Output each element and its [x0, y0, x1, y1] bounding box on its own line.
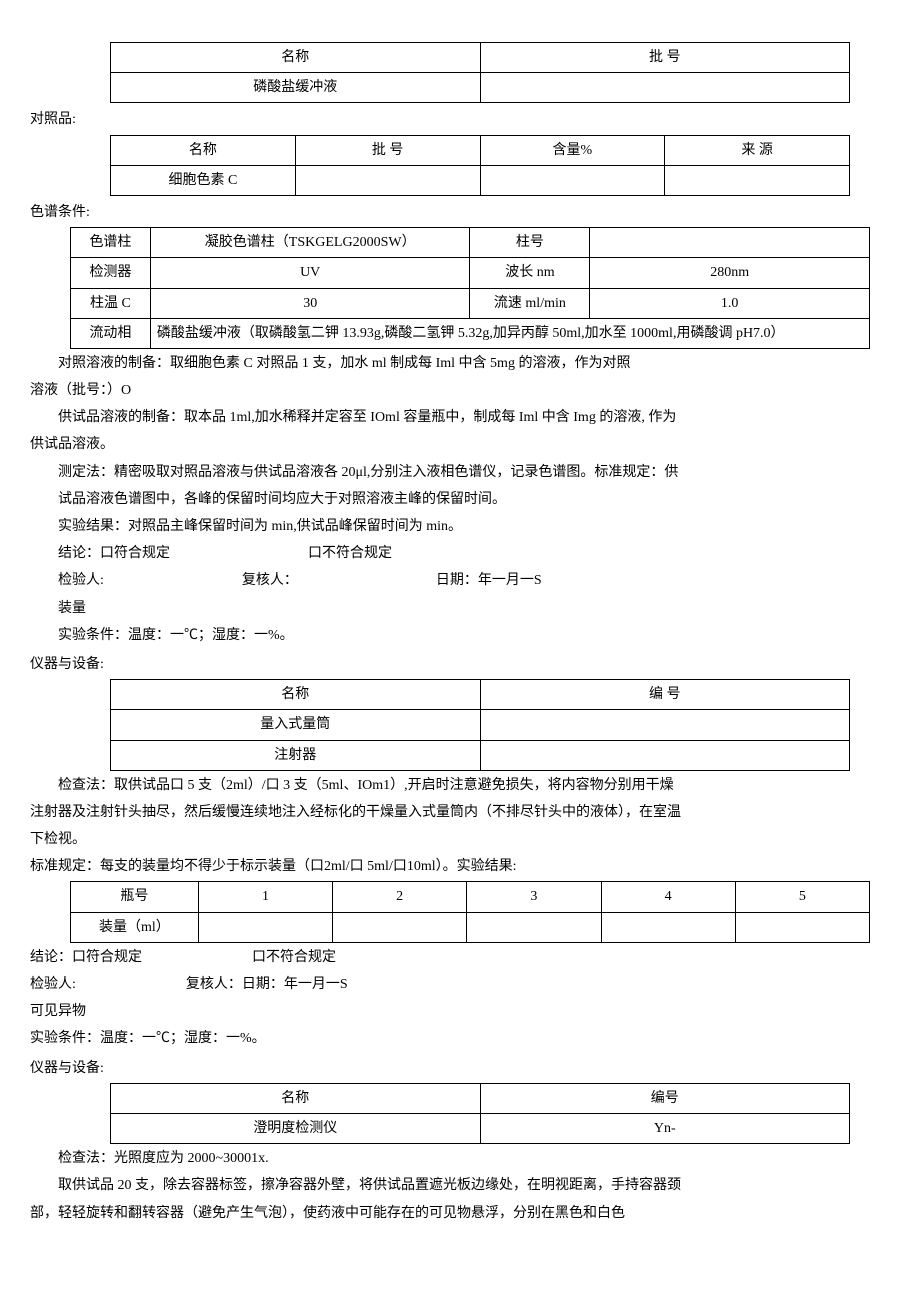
- table-cell: 色谱柱: [71, 228, 151, 258]
- table-cell: [467, 912, 601, 942]
- table-cell: 细胞色素 C: [111, 165, 296, 195]
- table-header: 名称: [111, 1083, 481, 1113]
- table-cell: 280nm: [590, 258, 870, 288]
- table-fill-results: 瓶号 1 2 3 4 5 装量（ml）: [70, 881, 870, 942]
- label-reference: 对照品:: [30, 107, 890, 132]
- table-header: 名称: [111, 43, 481, 73]
- table-cell: 检测器: [71, 258, 151, 288]
- conclusion-label: 口不符合规定: [252, 945, 336, 970]
- date-label: 日期：年一月一S: [408, 568, 542, 593]
- table-cell: [590, 228, 870, 258]
- conclusion-label: 结论：口符合规定: [30, 541, 170, 566]
- paragraph: 下检视。: [30, 827, 890, 852]
- reviewer-label: 复核人：: [214, 568, 298, 593]
- table-cell: [665, 165, 850, 195]
- exp-conditions: 实验条件：温度：一℃；湿度：一%。: [30, 623, 890, 648]
- paragraph: 对照溶液的制备：取细胞色素 C 对照品 1 支，加水 ml 制成每 Iml 中含…: [30, 351, 890, 376]
- table-header: 批 号: [480, 43, 850, 73]
- paragraph: 检查法：取供试品口 5 支（2ml）/口 3 支（5ml、IOm1）,开启时注意…: [30, 773, 890, 798]
- table-header: 编号: [480, 1083, 850, 1113]
- exp-conditions: 实验条件：温度：一℃；湿度：一%。: [30, 1026, 890, 1051]
- paragraph: 供试品溶液的制备：取本品 1ml,加水稀释并定容至 IOml 容量瓶中，制成每 …: [30, 405, 890, 430]
- table-header: 名称: [111, 680, 481, 710]
- table-cell: 流动相: [71, 318, 151, 348]
- table-header: 来 源: [665, 135, 850, 165]
- table-instruments-1: 名称 编 号 量入式量筒 注射器: [110, 679, 850, 771]
- table-header: 1: [198, 882, 332, 912]
- paragraph: 溶液（批号：）O: [30, 378, 890, 403]
- table-cell: [333, 912, 467, 942]
- table-header: 4: [601, 882, 735, 912]
- table-cell: 磷酸盐缓冲液（取磷酸氢二钾 13.93g,磷酸二氢钾 5.32g,加异丙醇 50…: [150, 318, 869, 348]
- table-cell: [480, 73, 850, 103]
- table-header: 编 号: [480, 680, 850, 710]
- table-header: 批 号: [295, 135, 480, 165]
- table-header: 2: [333, 882, 467, 912]
- paragraph: 试品溶液色谱图中，各峰的保留时间均应大于对照溶液主峰的保留时间。: [30, 487, 890, 512]
- table-instruments-2: 名称 编号 澄明度检测仪 Yn-: [110, 1083, 850, 1144]
- table-cell: Yn-: [480, 1113, 850, 1143]
- table-cell: [480, 740, 850, 770]
- table-cell: 30: [150, 288, 470, 318]
- table-cell: [735, 912, 869, 942]
- table-cell: 澄明度检测仪: [111, 1113, 481, 1143]
- conclusion-label: 结论：口符合规定: [30, 945, 142, 970]
- table-cell: [198, 912, 332, 942]
- table-chromatography: 色谱柱 凝胶色谱柱（TSKGELG2000SW） 柱号 检测器 UV 波长 nm…: [70, 227, 870, 349]
- table-cell: 装量（ml）: [71, 912, 199, 942]
- conclusion-label: 口不符合规定: [280, 541, 392, 566]
- inspector-label: 检验人:: [30, 568, 104, 593]
- table-cell: [480, 165, 665, 195]
- table-header: 5: [735, 882, 869, 912]
- visible-matter-label: 可见异物: [30, 999, 890, 1024]
- table-cell: [601, 912, 735, 942]
- paragraph: 检查法：光照度应为 2000~30001x.: [30, 1146, 890, 1171]
- table-cell: 流速 ml/min: [470, 288, 590, 318]
- paragraph: 部，轻轻旋转和翻转容器（避免产生气泡），使药液中可能存在的可见物悬浮，分别在黑色…: [30, 1201, 890, 1226]
- table-header: 名称: [111, 135, 296, 165]
- table-cell: 磷酸盐缓冲液: [111, 73, 481, 103]
- paragraph: 取供试品 20 支，除去容器标签，擦净容器外壁，将供试品置遮光板边缘处，在明视距…: [30, 1173, 890, 1198]
- label-instruments: 仪器与设备:: [30, 652, 890, 677]
- inspector-label: 检验人:: [30, 972, 76, 997]
- paragraph: 实验结果：对照品主峰保留时间为 min,供试品峰保留时间为 min。: [30, 514, 890, 539]
- table-cell: 量入式量筒: [111, 710, 481, 740]
- table-cell: [480, 710, 850, 740]
- table-buffer: 名称 批 号 磷酸盐缓冲液: [110, 42, 850, 103]
- paragraph: 测定法：精密吸取对照品溶液与供试品溶液各 20μl,分别注入液相色谱仪，记录色谱…: [30, 460, 890, 485]
- paragraph: 注射器及注射针头抽尽，然后缓慢连续地注入经标化的干燥量入式量筒内（不排尽针头中的…: [30, 800, 890, 825]
- label-instruments: 仪器与设备:: [30, 1056, 890, 1081]
- table-header: 含量%: [480, 135, 665, 165]
- label-chromatography: 色谱条件:: [30, 200, 890, 225]
- table-reference: 名称 批 号 含量% 来 源 细胞色素 C: [110, 135, 850, 196]
- table-cell: 波长 nm: [470, 258, 590, 288]
- reviewer-date-label: 复核人：日期：年一月一S: [186, 972, 348, 997]
- table-cell: [295, 165, 480, 195]
- paragraph: 标准规定：每支的装量均不得少于标示装量（口2ml/口 5ml/口10ml）。实验…: [30, 854, 890, 879]
- paragraph: 供试品溶液。: [30, 432, 890, 457]
- table-cell: 柱号: [470, 228, 590, 258]
- table-cell: 注射器: [111, 740, 481, 770]
- fill-volume-label: 装量: [30, 596, 890, 621]
- table-cell: 凝胶色谱柱（TSKGELG2000SW）: [150, 228, 470, 258]
- table-header: 3: [467, 882, 601, 912]
- table-cell: 柱温 C: [71, 288, 151, 318]
- table-cell: 1.0: [590, 288, 870, 318]
- table-header: 瓶号: [71, 882, 199, 912]
- table-cell: UV: [150, 258, 470, 288]
